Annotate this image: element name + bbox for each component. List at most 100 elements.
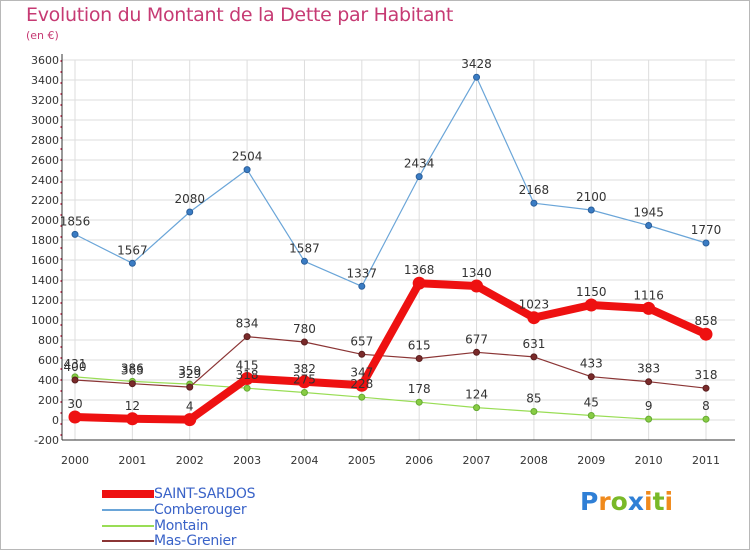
x-tick-label: 2007	[463, 454, 491, 467]
data-label-mas-grenier: 631	[522, 337, 545, 351]
data-point-montain	[702, 415, 710, 423]
y-tick-label: 2600	[31, 154, 59, 167]
logo-letter: x	[627, 487, 644, 516]
data-point-saint-sardos	[699, 327, 713, 341]
data-point-saint-sardos	[297, 375, 311, 389]
logo-letter: P	[580, 487, 599, 516]
y-tick-label: 2000	[31, 214, 59, 227]
data-point-montain	[530, 408, 538, 415]
proxiti-logo: Proxiti	[580, 487, 673, 516]
data-point-saint-sardos	[470, 279, 484, 293]
data-point-comberouger	[71, 230, 79, 238]
data-label-mas-grenier: 657	[350, 334, 373, 348]
data-point-montain	[300, 389, 308, 396]
data-point-mas-grenier	[702, 384, 710, 392]
data-label-comberouger: 2434	[404, 157, 435, 171]
data-point-mas-grenier	[128, 380, 136, 388]
data-label-mas-grenier: 433	[580, 357, 603, 371]
y-tick-label: 3200	[31, 94, 59, 107]
logo-letter: i	[664, 487, 674, 516]
legend-swatch-saint-sardos	[102, 490, 154, 498]
data-point-mas-grenier	[243, 333, 251, 341]
data-point-comberouger	[415, 173, 423, 181]
data-label-montain: 431	[64, 357, 87, 371]
series-line-saint-sardos	[71, 279, 710, 424]
y-tick-label: 200	[38, 394, 59, 407]
data-label-montain: 275	[293, 373, 316, 387]
data-label-comberouger: 2504	[232, 150, 263, 164]
y-tick-label: 800	[38, 334, 59, 347]
axes	[60, 54, 735, 441]
data-label-comberouger: 1856	[60, 214, 91, 228]
x-tick-labels: 2000 2001 2002 2003 2004 2005 2006 2007 2008 2009…	[61, 454, 720, 467]
y-tick-label: 1000	[31, 314, 59, 327]
x-tick-label: 2009	[577, 454, 605, 467]
x-tick-label: 2005	[348, 454, 376, 467]
x-tick-label: 2004	[290, 454, 318, 467]
data-point-saint-sardos	[355, 378, 369, 392]
data-label-saint-sardos: 1116	[633, 288, 664, 302]
data-point-comberouger	[358, 282, 366, 290]
data-label-saint-sardos: 1340	[461, 266, 492, 280]
series-lines	[68, 73, 713, 427]
data-point-montain	[415, 398, 423, 406]
data-label-montain: 386	[121, 361, 144, 375]
y-tick-label: -200	[34, 434, 59, 447]
data-label-comberouger: 2080	[174, 192, 205, 206]
y-tick-label: 2800	[31, 134, 59, 147]
data-point-comberouger	[186, 208, 194, 216]
y-tick-label: 1400	[31, 274, 59, 287]
data-label-saint-sardos: 12	[125, 399, 140, 413]
data-point-montain	[587, 412, 595, 419]
data-point-montain	[645, 415, 653, 423]
y-tick-label: 1800	[31, 234, 59, 247]
data-label-comberouger: 1945	[633, 206, 664, 220]
data-label-comberouger: 1337	[347, 266, 378, 280]
data-label-saint-sardos: 1150	[576, 285, 607, 299]
data-point-comberouger	[300, 257, 308, 265]
y-tick-label: 3000	[31, 114, 59, 127]
data-point-comberouger	[128, 259, 136, 267]
data-label-montain: 8	[702, 399, 710, 413]
data-point-mas-grenier	[530, 353, 538, 361]
data-label-comberouger: 3428	[461, 57, 492, 71]
data-label-mas-grenier: 834	[236, 317, 259, 331]
data-point-mas-grenier	[587, 373, 595, 381]
y-tick-label: 3400	[31, 74, 59, 87]
data-label-mas-grenier: 780	[293, 322, 316, 336]
data-label-montain: 85	[526, 392, 541, 406]
chart-title: Evolution du Montant de la Dette par Hab…	[26, 4, 454, 26]
legend-swatch-montain	[102, 525, 154, 527]
legend-swatch-comberouger	[102, 509, 154, 511]
data-point-comberouger	[702, 239, 710, 247]
logo-letter: t	[652, 487, 665, 516]
x-tick-label: 2003	[233, 454, 261, 467]
data-label-mas-grenier: 318	[695, 368, 718, 382]
data-point-mas-grenier	[300, 338, 308, 346]
y-tick-label: 2400	[31, 174, 59, 187]
data-point-saint-sardos	[183, 413, 197, 427]
data-label-montain: 124	[465, 388, 488, 402]
data-label-saint-sardos: 30	[67, 397, 82, 411]
y-tick-label: 3600	[31, 54, 59, 67]
x-tick-label: 2010	[635, 454, 663, 467]
data-label-mas-grenier: 329	[178, 367, 201, 381]
data-label-montain: 228	[350, 377, 373, 391]
data-point-saint-sardos	[412, 276, 426, 290]
data-label-montain: 45	[584, 396, 599, 410]
series-line-montain	[74, 376, 707, 420]
data-label-saint-sardos: 347	[350, 365, 373, 379]
legend-label-montain: Montain	[154, 518, 209, 534]
x-tick-label: 2000	[61, 454, 89, 467]
data-point-comberouger	[243, 166, 251, 174]
x-tick-label: 2008	[520, 454, 548, 467]
x-tick-label: 2002	[176, 454, 204, 467]
data-label-mas-grenier: 677	[465, 332, 488, 346]
data-point-comberouger	[473, 73, 481, 81]
y-tick-label: 1600	[31, 254, 59, 267]
series-line-comberouger	[74, 76, 707, 287]
chart-subtitle: (en €)	[26, 29, 59, 42]
data-point-montain	[473, 404, 481, 412]
